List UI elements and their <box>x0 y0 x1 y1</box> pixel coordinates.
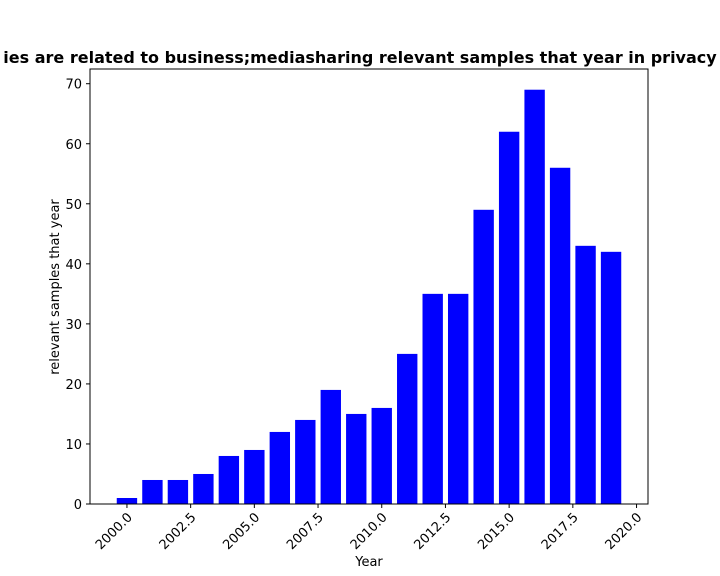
x-axis-ticks: 2000.0 2002.5 2005.0 2007.5 2010.0 2012.5 2015… <box>93 504 645 553</box>
chart-title: ies are related to business;mediasharing… <box>3 48 717 67</box>
bar-2016 <box>524 89 545 504</box>
bar-2005 <box>244 449 265 504</box>
x-tick-label: 2005.0 <box>220 510 263 553</box>
bar-2011 <box>397 353 418 504</box>
y-tick-label: 50 <box>65 198 82 213</box>
y-axis-label: relevant samples that year <box>48 199 63 375</box>
bar-2018 <box>575 245 596 504</box>
y-tick-label: 10 <box>65 438 82 453</box>
y-tick-label: 20 <box>65 378 82 393</box>
bar-2019 <box>600 251 622 504</box>
x-tick-label: 2002.5 <box>157 510 200 553</box>
x-tick-label: 2017.5 <box>539 510 582 553</box>
bar-2014 <box>473 209 494 504</box>
bar-2001 <box>142 479 163 504</box>
y-tick-label: 70 <box>65 78 82 93</box>
x-tick-label: 2000.0 <box>93 510 136 553</box>
y-tick-label: 30 <box>65 318 82 333</box>
bar-2007 <box>295 419 316 504</box>
x-tick-label: 2007.5 <box>284 510 327 553</box>
y-axis-ticks: 0 10 20 30 40 50 60 70 <box>65 78 90 513</box>
bar-2012 <box>422 293 443 504</box>
y-tick-label: 60 <box>65 138 82 153</box>
bar-2002 <box>167 479 189 504</box>
bar-2017 <box>549 167 571 504</box>
x-axis-label: Year <box>354 555 383 570</box>
bar-2006 <box>269 431 291 504</box>
bar-2000 <box>116 497 138 504</box>
bar-2010 <box>371 407 392 504</box>
bar-2009 <box>346 413 367 504</box>
bar-2004 <box>218 455 240 504</box>
bars-group <box>116 89 622 504</box>
bar-2003 <box>193 473 214 504</box>
x-tick-label: 2015.0 <box>475 510 518 553</box>
bar-2013 <box>447 293 469 504</box>
plot-frame <box>89 68 649 505</box>
bar-2015 <box>498 131 520 504</box>
bar-2008 <box>320 389 341 504</box>
y-tick-label: 0 <box>74 498 82 513</box>
x-tick-label: 2012.5 <box>411 510 454 553</box>
y-tick-label: 40 <box>65 258 82 273</box>
x-tick-label: 2010.0 <box>348 510 391 553</box>
x-tick-label: 2020.0 <box>603 510 646 553</box>
